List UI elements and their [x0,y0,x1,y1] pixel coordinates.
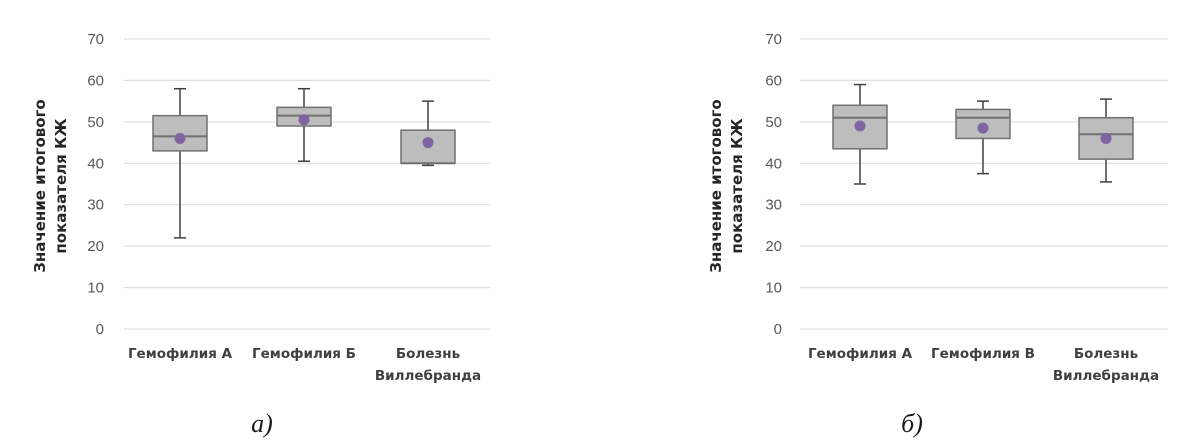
y-tick-label: 10 [765,280,782,297]
y-tick-label: 50 [765,114,782,131]
x-category-label-line: Гемофилия В [931,346,1035,362]
y-axis-title: Значение итогового показателя КЖ [31,99,70,272]
panel-caption: а) [251,409,273,438]
x-category-label: Болезнь Виллебранда [1053,346,1159,384]
x-category-label: Гемофилия А [808,346,913,362]
y-tick-label: 50 [87,114,104,131]
y-tick-label: 30 [765,197,782,214]
x-category-label: Болезнь Виллебранда [375,346,481,384]
x-category-label-line: Болезнь [396,346,460,362]
mean-marker [298,114,310,126]
y-tick-label: 0 [96,321,104,338]
y-tick-label: 70 [87,31,104,48]
panel-b: 0 10 20 30 40 50 60 70 Значение итогового показат… [707,31,1168,438]
y-tick-label: 30 [87,197,104,214]
mean-marker [174,132,186,144]
y-tick-label: 40 [765,155,782,172]
mean-marker [1100,132,1112,144]
x-category-label: Гемофилия В [931,346,1035,362]
y-tick-label: 20 [765,238,782,255]
y-axis-title-line: показателя КЖ [728,118,746,254]
x-category-label-line: Гемофилия Б [252,346,356,362]
x-category-label-line: Гемофилия А [808,346,913,362]
y-tick-label: 0 [774,321,782,338]
y-axis-title: Значение итогового показателя КЖ [707,99,746,272]
panel-caption: б) [901,409,923,438]
x-category-label: Гемофилия Б [252,346,356,362]
y-tick-label: 70 [765,31,782,48]
y-axis-title-line: показателя КЖ [52,118,70,254]
y-tick-label: 60 [765,72,782,89]
y-axis-title-line: Значение итогового [31,99,49,272]
y-tick-label: 40 [87,155,104,172]
y-tick-label: 60 [87,72,104,89]
mean-marker [854,120,866,132]
x-category-label-line: Гемофилия А [128,346,233,362]
y-tick-label: 10 [87,280,104,297]
x-category-label-line: Болезнь [1074,346,1138,362]
y-tick-label: 20 [87,238,104,255]
mean-marker [977,122,989,134]
panel-a: 0 10 20 30 40 50 60 70 Значение итогового показат… [31,31,490,438]
x-category-label-line: Виллебранда [1053,368,1159,384]
mean-marker [422,137,434,149]
x-category-label-line: Виллебранда [375,368,481,384]
y-axis-title-line: Значение итогового [707,99,725,272]
x-category-label: Гемофилия А [128,346,233,362]
